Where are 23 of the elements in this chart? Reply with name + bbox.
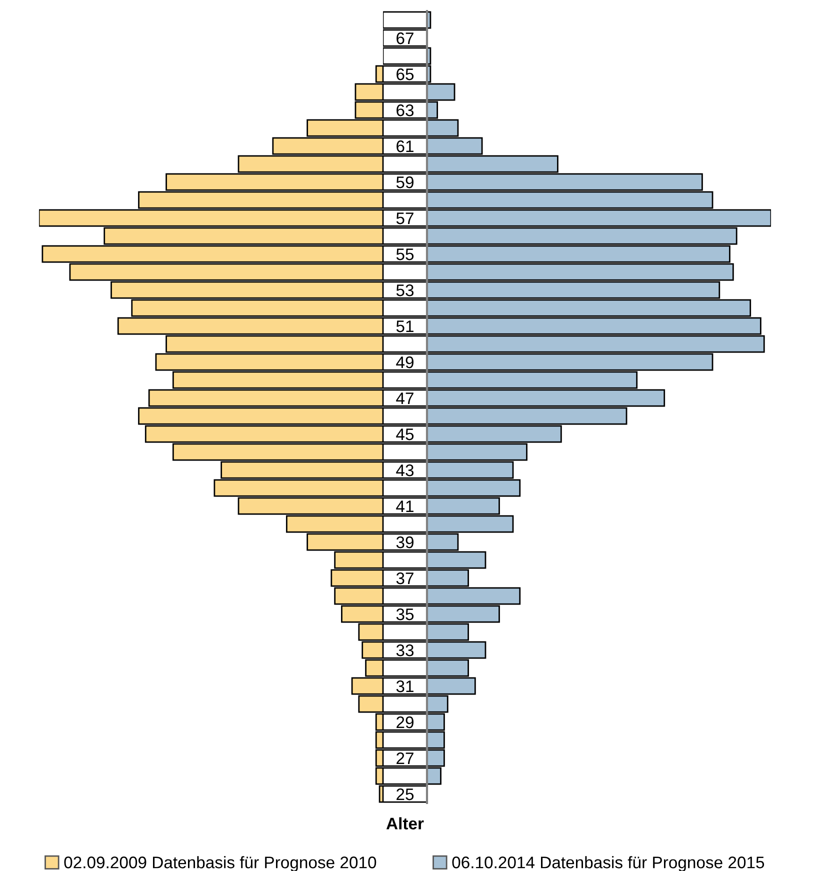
y-tick-label: 25	[396, 788, 414, 800]
y-tick-label: 33	[396, 644, 414, 656]
y-tick-label: 41	[396, 500, 414, 512]
y-tick-label: 63	[396, 104, 414, 116]
y-tick-label: 67	[396, 32, 414, 44]
y-tick-label: 27	[396, 752, 414, 764]
y-tick-label: 31	[396, 680, 414, 692]
y-tick-label: 43	[396, 464, 414, 476]
y-tick-label: 39	[396, 536, 414, 548]
y-tick-label: 37	[396, 572, 414, 584]
y-tick-label: 45	[396, 428, 414, 440]
y-tick-label: 49	[396, 356, 414, 368]
y-tick-label: 53	[396, 284, 414, 296]
y-tick-label: 65	[396, 68, 414, 80]
y-tick-label: 51	[396, 320, 414, 332]
y-tick-label: 29	[396, 716, 414, 728]
y-tick-label: 55	[396, 248, 414, 260]
y-tick-label: 57	[396, 212, 414, 224]
y-tick-label: 61	[396, 140, 414, 152]
y-tick-label: 59	[396, 176, 414, 188]
y-tick-label: 47	[396, 392, 414, 404]
y-tick-label: 35	[396, 608, 414, 620]
x-axis-title: Alter	[386, 817, 424, 830]
